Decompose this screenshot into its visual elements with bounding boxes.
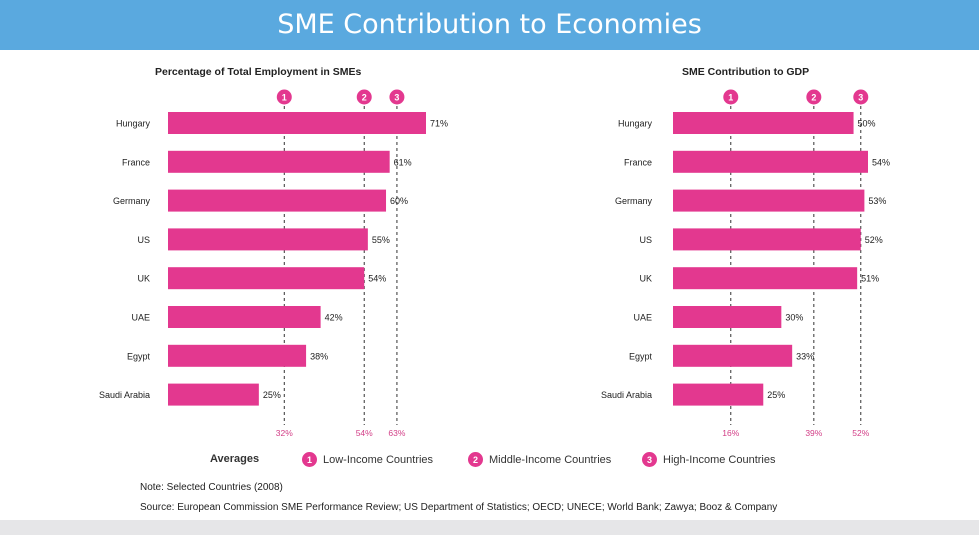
gdp-bar-egypt	[673, 344, 793, 367]
emp-reference-marker-text-1: 1	[282, 93, 287, 103]
legend-label-middle-income: Middle-Income Countries	[489, 453, 612, 466]
bottom-strip	[0, 520, 979, 535]
emp-value-label: 54%	[368, 274, 386, 284]
gdp-chart-title: SME Contribution to GDP	[682, 66, 809, 78]
emp-category-label: UK	[137, 274, 150, 284]
gdp-reference-marker-3	[853, 89, 869, 105]
legend-item-high-income: 3 High-Income Countries	[642, 452, 776, 467]
gdp-reference-marker-1	[723, 89, 739, 105]
gdp-category-label: France	[624, 157, 652, 167]
gdp-value-label: 53%	[868, 196, 886, 206]
gdp-bar-france	[673, 150, 868, 173]
emp-value-label: 42%	[325, 313, 343, 323]
gdp-value-label: 33%	[796, 351, 814, 361]
legend-marker-3: 3	[642, 452, 657, 467]
emp-reference-marker-3	[389, 89, 405, 105]
gdp-reference-marker-text-3: 3	[858, 93, 863, 103]
emp-reference-label-3: 63%	[388, 428, 405, 438]
emp-reference-marker-text-3: 3	[394, 93, 399, 103]
emp-value-label: 55%	[372, 235, 390, 245]
emp-reference-label-2: 54%	[356, 428, 373, 438]
emp-bar-uk	[168, 267, 365, 290]
emp-reference-label-1: 32%	[276, 428, 293, 438]
page-title: SME Contribution to Economies	[277, 9, 702, 40]
legend-label-low-income: Low-Income Countries	[323, 453, 434, 466]
gdp-bar-uae	[673, 306, 782, 328]
emp-value-label: 38%	[310, 351, 328, 361]
gdp-value-label: 30%	[785, 313, 803, 323]
gdp-reference-label-3: 52%	[852, 428, 869, 438]
gdp-reference-marker-text-1: 1	[728, 93, 733, 103]
title-banner: SME Contribution to Economies	[0, 0, 979, 50]
emp-value-label: 60%	[390, 196, 408, 206]
emp-bar-uae	[168, 306, 321, 328]
gdp-category-label: Hungary	[618, 119, 653, 129]
emp-category-label: France	[122, 157, 150, 167]
gdp-bar-us	[673, 228, 861, 251]
gdp-value-label: 54%	[872, 157, 890, 167]
legend-item-middle-income: 2 Middle-Income Countries	[468, 452, 611, 467]
gdp-category-label: Saudi Arabia	[601, 390, 652, 400]
gdp-reference-marker-2	[806, 89, 822, 105]
gdp-value-label: 51%	[861, 274, 879, 284]
gdp-reference-label-2: 39%	[805, 428, 822, 438]
gdp-category-label: Egypt	[629, 351, 653, 361]
gdp-bar-hungary	[673, 112, 854, 134]
legend-item-low-income: 1 Low-Income Countries	[302, 452, 433, 467]
emp-bar-hungary	[168, 112, 426, 134]
legend-marker-1: 1	[302, 452, 317, 467]
legend-marker-2: 2	[468, 452, 483, 467]
gdp-value-label: 25%	[767, 390, 785, 400]
gdp-category-label: US	[639, 235, 652, 245]
legend-label-high-income: High-Income Countries	[663, 453, 776, 466]
emp-bar-us	[168, 228, 368, 251]
emp-category-label: UAE	[131, 313, 150, 323]
emp-bar-france	[168, 150, 390, 173]
gdp-value-label: 50%	[858, 119, 876, 129]
source-line: Source: European Commission SME Performa…	[140, 502, 778, 513]
gdp-reference-label-1: 16%	[722, 428, 739, 438]
gdp-reference-marker-text-2: 2	[811, 93, 816, 103]
emp-category-label: Saudi Arabia	[99, 390, 150, 400]
gdp-category-label: UAE	[633, 313, 652, 323]
gdp-bar-germany	[673, 189, 865, 212]
emp-chart-title: Percentage of Total Employment in SMEs	[155, 66, 362, 78]
gdp-category-label: Germany	[615, 196, 653, 206]
emp-reference-marker-text-2: 2	[362, 93, 367, 103]
emp-value-label: 61%	[394, 157, 412, 167]
emp-bar-egypt	[168, 344, 307, 367]
gdp-bar-uk	[673, 267, 858, 290]
gdp-category-label: UK	[639, 274, 652, 284]
emp-category-label: Germany	[113, 196, 151, 206]
footnote: Note: Selected Countries (2008)	[140, 482, 283, 493]
gdp-value-label: 52%	[865, 235, 883, 245]
emp-reference-marker-1	[276, 89, 292, 105]
legend: Averages 1 Low-Income Countries 2 Middle…	[0, 452, 979, 472]
emp-bar-germany	[168, 189, 387, 212]
emp-reference-marker-2	[356, 89, 372, 105]
emp-category-label: US	[137, 235, 150, 245]
emp-bar-saudi-arabia	[168, 383, 259, 406]
emp-value-label: 71%	[430, 119, 448, 129]
legend-title: Averages	[210, 453, 260, 465]
emp-category-label: Hungary	[116, 119, 151, 129]
emp-value-label: 25%	[263, 390, 281, 400]
emp-category-label: Egypt	[127, 351, 151, 361]
gdp-bar-saudi-arabia	[673, 383, 764, 406]
